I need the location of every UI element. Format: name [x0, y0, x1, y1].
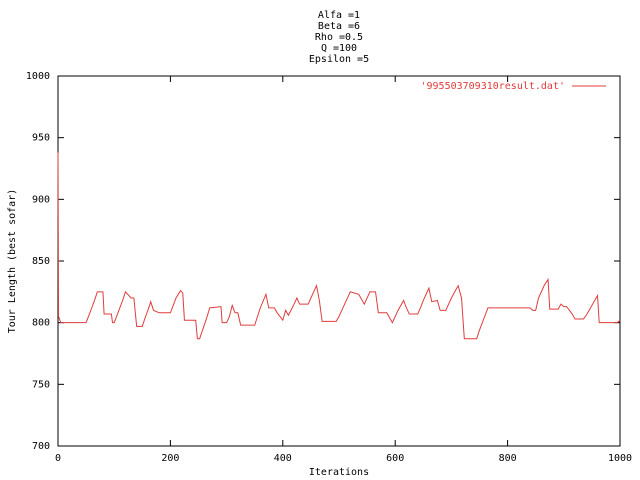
y-tick-label: 800	[32, 318, 50, 329]
chart-title: Beta =6	[318, 21, 360, 32]
y-tick-label: 900	[32, 194, 50, 205]
legend-label: '995503709310result.dat'	[421, 81, 566, 92]
y-tick-label: 1000	[26, 71, 50, 82]
chart-title: Q =100	[321, 43, 357, 54]
x-axis-label: Iterations	[309, 467, 369, 478]
y-tick-label: 750	[32, 379, 50, 390]
chart-title: Epsilon =5	[309, 54, 369, 65]
data-line	[57, 152, 621, 340]
chart-title: Rho =0.5	[315, 32, 363, 43]
y-axis-label: Tour Length (best sofar)	[7, 189, 18, 334]
x-tick-label: 400	[274, 453, 292, 464]
y-tick-label: 850	[32, 256, 50, 267]
x-tick-label: 0	[55, 453, 61, 464]
x-tick-label: 600	[386, 453, 404, 464]
x-tick-label: 800	[499, 453, 517, 464]
plot-frame	[57, 75, 621, 447]
y-tick-label: 950	[32, 133, 50, 144]
x-tick-label: 1000	[608, 453, 632, 464]
x-tick-label: 200	[161, 453, 179, 464]
y-tick-label: 700	[32, 441, 50, 452]
chart-title: Alfa =1	[318, 10, 360, 21]
